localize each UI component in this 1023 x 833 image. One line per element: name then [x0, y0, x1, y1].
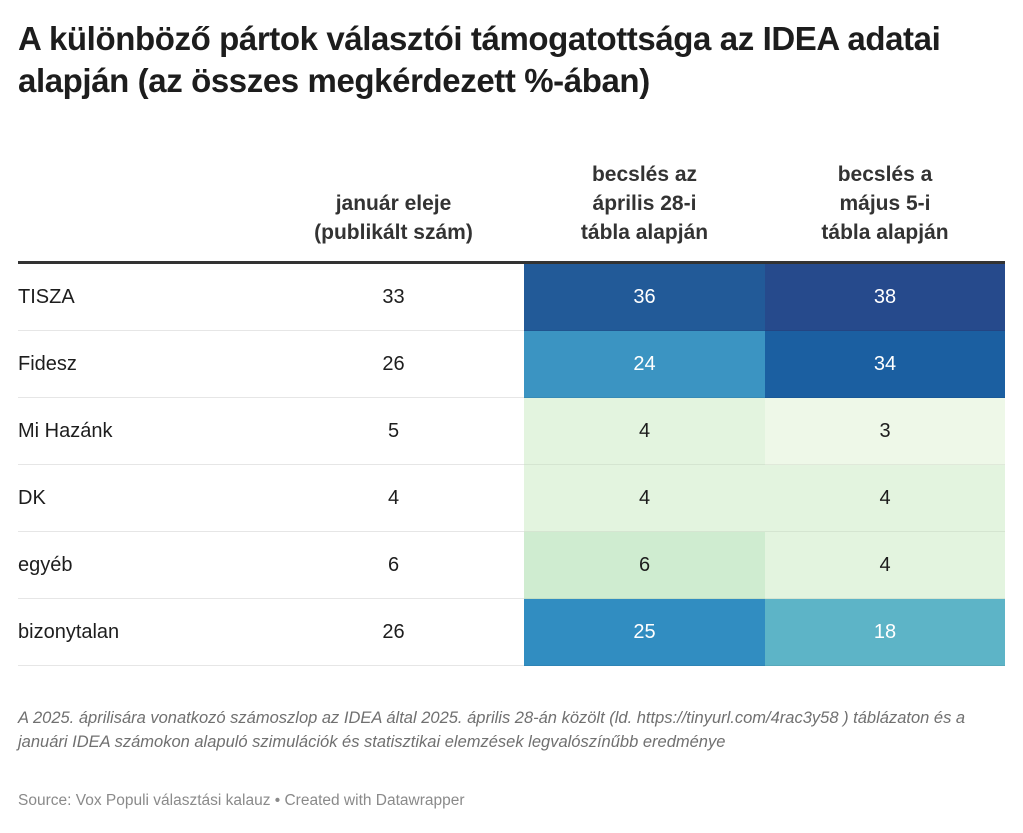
column-header-line: május 5-i	[839, 192, 931, 215]
heatmap-cell: 25	[524, 598, 765, 666]
heatmap-cell: 38	[765, 262, 1005, 331]
value-cell: 4	[263, 464, 524, 532]
column-header-3: becslés a május 5-i tábla alapján	[765, 160, 1005, 264]
column-header-2: becslés az április 28-i tábla alapján	[524, 160, 765, 264]
value-cell: 26	[263, 330, 524, 398]
heatmap-cell: 18	[765, 598, 1005, 666]
row-label: egyéb	[18, 531, 263, 599]
row-label: bizonytalan	[18, 598, 263, 666]
row-label: DK	[18, 464, 263, 532]
table-body: TISZA 33 36 38 Fidesz 26 24 34 Mi Hazánk 5 4 3 DK 4 4 4…	[18, 262, 1005, 666]
heatmap-cell: 24	[524, 330, 765, 398]
column-header-1: január eleje (publikált szám)	[263, 160, 524, 264]
value-cell: 5	[263, 397, 524, 465]
heatmap-cell: 4	[524, 464, 765, 532]
column-header-line: (publikált szám)	[314, 221, 473, 244]
table-row: DK 4 4 4	[18, 464, 1005, 532]
source-credit: Source: Vox Populi választási kalauz • C…	[18, 792, 465, 809]
column-header-line: április 28-i	[592, 192, 697, 215]
table-row: Mi Hazánk 5 4 3	[18, 397, 1005, 465]
column-header-line: január eleje	[335, 192, 452, 215]
heatmap-cell: 34	[765, 330, 1005, 398]
table-row: TISZA 33 36 38	[18, 262, 1005, 331]
column-header-line: becslés a	[837, 163, 933, 186]
value-cell: 6	[263, 531, 524, 599]
column-header-line: tábla alapján	[580, 221, 709, 244]
value-cell: 33	[263, 262, 524, 331]
data-table: január eleje (publikált szám) becslés az áp…	[18, 160, 1005, 666]
chart-title: A különböző pártok választói támogatotts…	[18, 20, 941, 99]
chart-note: A 2025. áprilisára vonatkozó számoszlop …	[18, 709, 966, 751]
row-label: TISZA	[18, 262, 263, 331]
heatmap-cell: 6	[524, 531, 765, 599]
column-header-line: becslés az	[591, 163, 698, 186]
heatmap-cell: 3	[765, 397, 1005, 465]
column-header-0	[18, 160, 263, 264]
row-label: Mi Hazánk	[18, 397, 263, 465]
header-row: január eleje (publikált szám) becslés az áp…	[18, 160, 1005, 264]
heatmap-cell: 4	[524, 397, 765, 465]
table-row: Fidesz 26 24 34	[18, 330, 1005, 398]
table-row: egyéb 6 6 4	[18, 531, 1005, 599]
table-row: bizonytalan 26 25 18	[18, 598, 1005, 666]
row-label: Fidesz	[18, 330, 263, 398]
heatmap-cell: 4	[765, 531, 1005, 599]
heatmap-cell: 36	[524, 262, 765, 331]
value-cell: 26	[263, 598, 524, 666]
column-header-line: tábla alapján	[821, 221, 949, 244]
heatmap-cell: 4	[765, 464, 1005, 532]
